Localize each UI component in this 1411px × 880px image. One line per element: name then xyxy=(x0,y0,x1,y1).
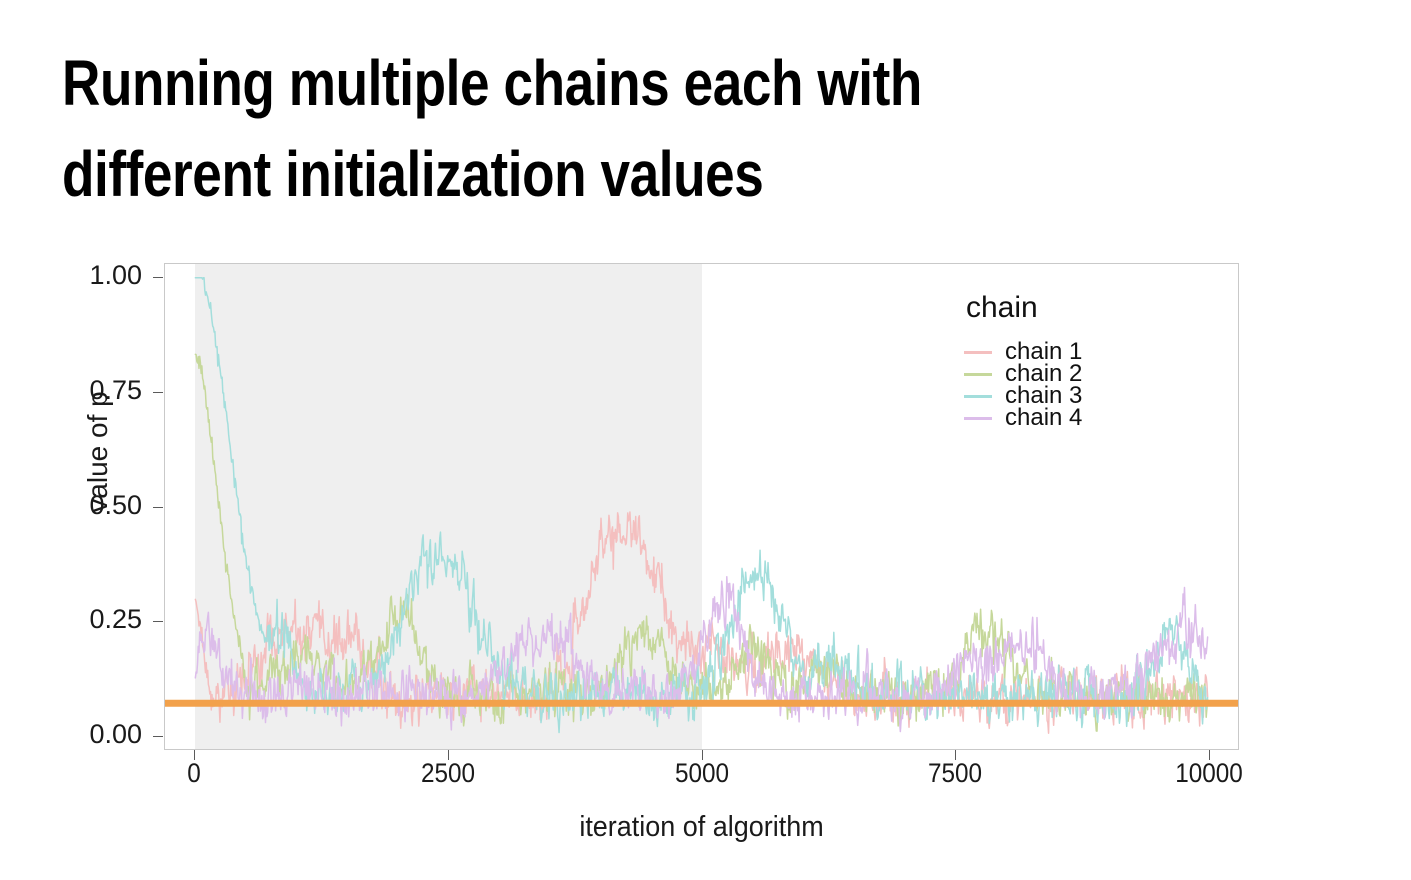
page-title: Running multiple chains each with differ… xyxy=(62,47,922,210)
legend-title: chain xyxy=(966,291,1038,324)
x-tick-label: 0 xyxy=(187,758,202,788)
legend-item-label: chain 3 xyxy=(1005,382,1083,409)
x-tick-mark xyxy=(194,750,196,760)
x-axis-title: iteration of algorithm xyxy=(579,811,824,843)
y-tick-label: 1.00 xyxy=(89,259,142,290)
y-tick-mark xyxy=(153,506,163,508)
chain-trace-line xyxy=(195,577,1207,732)
legend-item: chain 4 xyxy=(962,404,1162,431)
legend-line-swatch-icon xyxy=(962,385,994,407)
legend-item: chain 1 xyxy=(962,338,1162,365)
legend-line-swatch-icon xyxy=(962,363,994,385)
x-tick-mark xyxy=(955,750,957,760)
burnin-shaded-region xyxy=(195,264,703,749)
legend-item-label: chain 2 xyxy=(1005,360,1083,387)
x-tick-mark xyxy=(447,750,449,760)
y-tick-mark xyxy=(153,736,163,738)
legend-item: chain 2 xyxy=(962,360,1162,387)
legend-item: chain 3 xyxy=(962,382,1162,409)
trace-plot-figure: value of p 0.00 0.25 0.50 0.75 1.00 0 2500 500… xyxy=(0,236,1411,880)
x-tick-label: 5000 xyxy=(674,758,729,788)
x-tick-mark xyxy=(701,750,703,760)
legend: chain chain 1 chain 2 chain 3 chain 4 xyxy=(962,291,1162,431)
chain-traces xyxy=(165,264,1238,749)
legend-item-label: chain 1 xyxy=(1005,338,1083,365)
y-tick-label: 0.75 xyxy=(89,374,142,405)
y-tick-mark xyxy=(153,621,163,623)
y-tick-mark xyxy=(153,276,163,278)
y-tick-label: 0.00 xyxy=(89,719,142,750)
y-tick-mark xyxy=(153,391,163,393)
x-tick-label: 10000 xyxy=(1174,758,1243,788)
legend-items: chain 1 chain 2 chain 3 chain 4 xyxy=(962,338,1162,431)
x-tick-mark xyxy=(1208,750,1210,760)
legend-line-swatch-icon xyxy=(962,407,994,429)
x-tick-label: 7500 xyxy=(927,758,983,788)
y-tick-label: 0.50 xyxy=(89,489,142,520)
x-tick-label: 2500 xyxy=(420,758,475,788)
plot-panel xyxy=(164,263,1239,750)
legend-line-swatch-icon xyxy=(962,341,994,363)
y-tick-label: 0.25 xyxy=(89,604,142,635)
legend-item-label: chain 4 xyxy=(1005,404,1083,431)
